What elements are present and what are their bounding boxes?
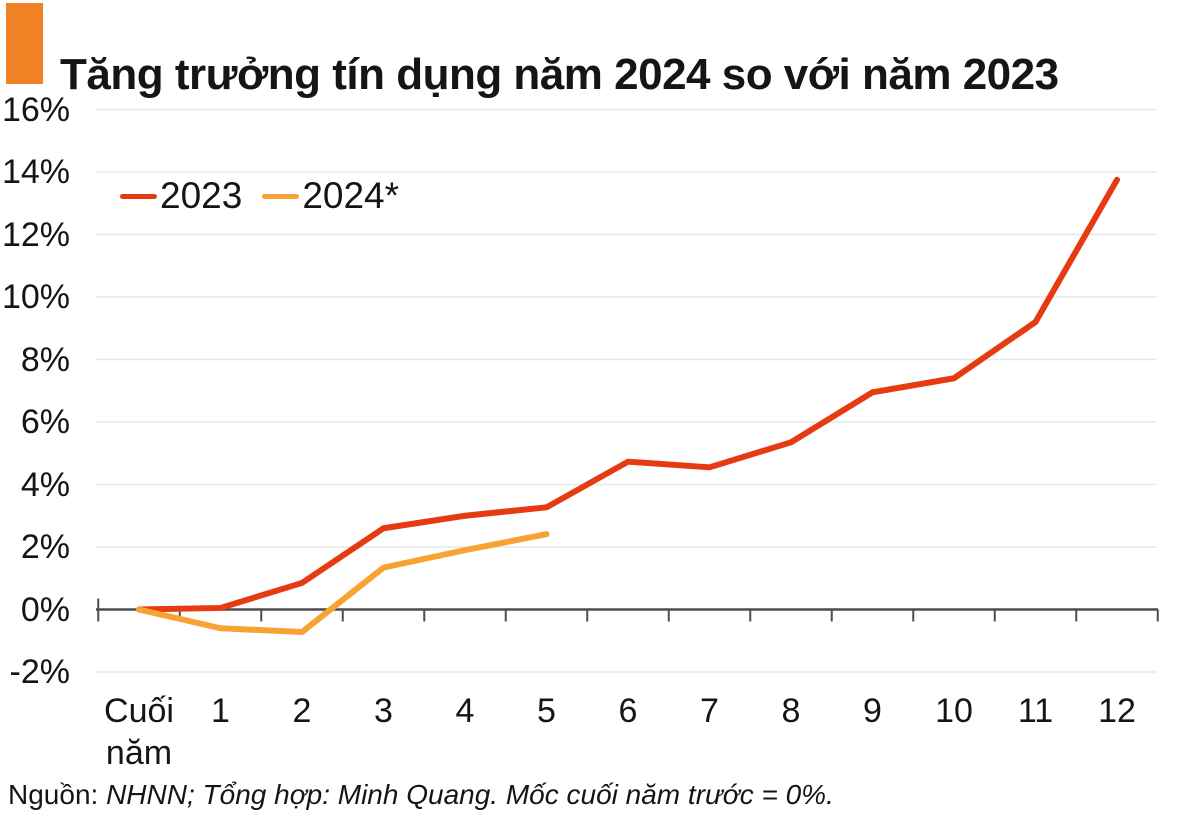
legend-swatch [262,193,300,199]
y-axis-label: 6% [20,403,70,441]
source-note: Nguồn: NHNN; Tổng hợp: Minh Quang. Mốc c… [8,778,834,812]
x-axis-label: 10 [935,692,973,730]
x-axis-label: 12 [1098,692,1136,730]
x-axis-label: 9 [863,692,882,730]
x-axis-label: 2 [292,692,312,730]
y-axis-label: 0% [20,590,70,629]
y-axis-label: 14% [1,153,70,191]
x-axis-label: 5 [537,692,556,730]
x-axis-label: 6 [618,692,638,730]
y-axis-label: -2% [9,653,70,691]
legend-label: 2024* [302,175,400,216]
series-line-2024 [136,531,550,635]
legend-swatch [120,193,157,199]
y-axis-label: 16% [1,90,70,129]
y-axis-label: 4% [20,465,70,504]
x-axis-label: 8 [781,692,801,730]
accent-square [6,3,43,84]
y-axis-label: 2% [20,528,70,566]
x-axis-label: Cuối năm [104,692,174,772]
legend-item-2023: 2023 [120,174,242,218]
chart-title: Tăng trưởng tín dụng năm 2024 so với năm… [60,50,1059,100]
x-axis-label: 11 [1017,692,1054,730]
x-axis-label: 7 [700,692,719,730]
y-axis-label: 10% [1,278,70,316]
legend: 2023 2024* [120,174,399,218]
legend-label: 2023 [160,175,243,216]
y-axis-label: 12% [1,215,70,254]
x-axis-label: 4 [455,692,475,730]
source-text: NHNN; Tổng hợp: Minh Quang. Mốc cuối năm… [106,779,834,810]
series-line-2023 [136,176,1120,613]
x-axis-label: 3 [374,692,393,730]
y-axis-label: 8% [20,340,70,379]
x-axis-label: 1 [211,692,230,730]
legend-item-2024: 2024* [262,174,399,218]
source-label: Nguồn: [8,779,99,810]
